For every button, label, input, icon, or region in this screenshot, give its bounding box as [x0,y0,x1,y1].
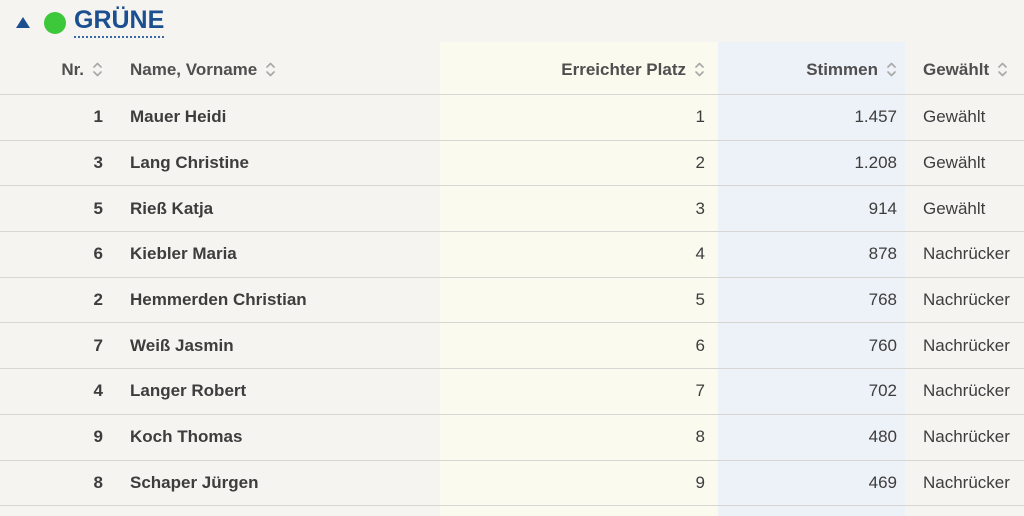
cell-name: Langer Robert [130,381,247,401]
sort-icon[interactable] [265,61,276,78]
sort-icon[interactable] [92,61,103,78]
table-row: 5 Rieß Katja 3 914 Gewählt [0,186,1024,233]
cell-nr: 4 [93,381,103,401]
cell-nr: 3 [93,153,103,173]
cell-erreichter-platz: 8 [695,427,705,447]
sort-icon[interactable] [997,61,1008,78]
cell-gewaehlt-status: Gewählt [923,107,986,127]
cell-gewaehlt-status: Nachrücker [923,244,1010,264]
cell-gewaehlt-status: Nachrücker [923,335,1010,355]
table-row: 3 Lang Christine 2 1.208 Gewählt [0,141,1024,187]
cell-erreichter-platz: 3 [695,198,705,218]
cell-name: Weiß Jasmin [130,335,234,355]
table-row: 9 Koch Thomas 8 480 Nachrücker [0,415,1024,461]
stimmen-column-background [718,42,905,516]
column-header-label: Nr. [61,59,84,79]
cell-gewaehlt-status: Gewählt [923,153,986,173]
cell-erreichter-platz: 9 [695,472,705,492]
cell-gewaehlt-status: Gewählt [923,198,986,218]
cell-erreichter-platz: 2 [695,153,705,173]
cell-name: Koch Thomas [130,427,243,447]
cell-gewaehlt-status: Nachrücker [923,472,1010,492]
cell-erreichter-platz: 5 [695,290,705,310]
cell-nr: 7 [93,335,103,355]
cell-name: Rieß Katja [130,198,214,218]
platz-column-background [440,42,718,516]
party-header: GRÜNE [0,0,1024,45]
cell-stimmen: 760 [868,335,897,355]
triangle-up-icon [16,17,30,28]
table-row: 4 Langer Robert 7 702 Nachrücker [0,369,1024,415]
cell-name: Kiebler Maria [130,244,237,264]
cell-nr: 6 [93,244,103,264]
cell-name: Lang Christine [130,153,250,173]
cell-name: Schaper Jürgen [130,472,259,492]
cell-stimmen: 469 [868,472,897,492]
cell-nr: 1 [93,107,103,127]
party-name-link[interactable]: GRÜNE [74,7,165,38]
cell-gewaehlt-status: Nachrücker [923,427,1010,447]
cell-stimmen: 702 [868,381,897,401]
cell-erreichter-platz: 1 [695,107,705,127]
cell-name: Mauer Heidi [130,107,227,127]
cell-nr: 5 [93,198,103,218]
column-header-label: Name, Vorname [130,59,258,79]
column-header-nr[interactable]: Nr. [0,45,113,94]
column-header-label: Stimmen [806,59,878,79]
column-header-label: Erreichter Platz [561,59,686,79]
collapse-button[interactable] [13,13,33,33]
table-row: 8 Schaper Jürgen 9 469 Nachrücker [0,461,1024,507]
cell-gewaehlt-status: Nachrücker [923,381,1010,401]
cell-stimmen: 914 [868,198,897,218]
cell-name: Hemmerden Christian [130,290,307,310]
table-row: 7 Weiß Jasmin 6 760 Nachrücker [0,323,1024,370]
sort-icon[interactable] [694,61,705,78]
column-header-label: Gewählt [923,59,990,79]
cell-stimmen: 480 [868,427,897,447]
cell-stimmen: 1.208 [854,153,897,173]
cell-erreichter-platz: 6 [695,335,705,355]
cell-stimmen: 768 [868,290,897,310]
cell-nr: 8 [93,472,103,492]
table-row: 1 Mauer Heidi 1 1.457 Gewählt [0,95,1024,141]
cell-erreichter-platz: 7 [695,381,705,401]
table-body: 1 Mauer Heidi 1 1.457 Gewählt 3 Lang Chr… [0,95,1024,507]
cell-erreichter-platz: 4 [695,244,705,264]
table-row: 2 Hemmerden Christian 5 768 Nachrücker [0,278,1024,324]
table-header-row: Nr. Name, Vorname Erreichter Platz Stimm… [0,45,1024,95]
table-row: 6 Kiebler Maria 4 878 Nachrücker [0,232,1024,278]
column-header-name[interactable]: Name, Vorname [113,45,440,94]
cell-nr: 9 [93,427,103,447]
party-color-dot [44,11,66,34]
cell-gewaehlt-status: Nachrücker [923,290,1010,310]
column-header-gewaehlt[interactable]: Gewählt [905,45,1024,94]
cell-stimmen: 1.457 [854,107,897,127]
cell-stimmen: 878 [868,244,897,264]
sort-icon[interactable] [886,61,897,78]
column-header-stimmen[interactable]: Stimmen [718,45,905,94]
column-header-platz[interactable]: Erreichter Platz [440,45,718,94]
cell-nr: 2 [93,290,103,310]
